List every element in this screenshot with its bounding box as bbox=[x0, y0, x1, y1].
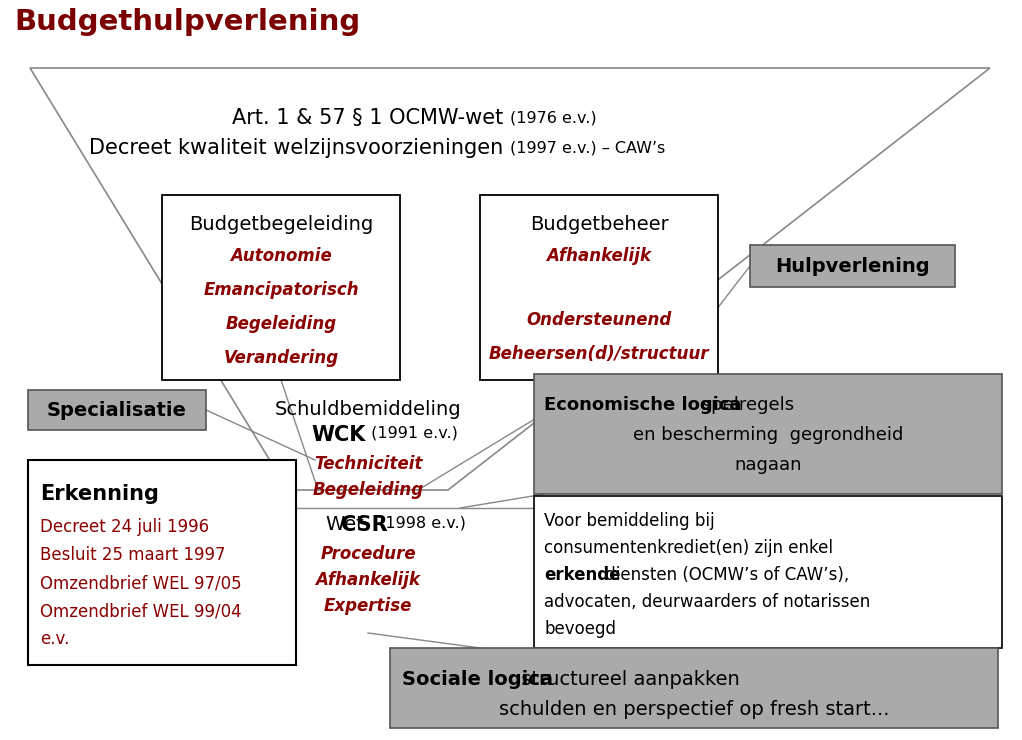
Text: Art. 1 & 57 § 1 OCMW-wet: Art. 1 & 57 § 1 OCMW-wet bbox=[232, 108, 510, 128]
Text: Verandering: Verandering bbox=[224, 349, 338, 367]
Text: Budgetbegeleiding: Budgetbegeleiding bbox=[189, 215, 373, 234]
FancyBboxPatch shape bbox=[750, 245, 955, 287]
FancyBboxPatch shape bbox=[480, 195, 718, 380]
Text: en bescherming  gegrondheid: en bescherming gegrondheid bbox=[633, 426, 903, 444]
FancyBboxPatch shape bbox=[162, 195, 400, 380]
Text: advocaten, deurwaarders of notarissen: advocaten, deurwaarders of notarissen bbox=[544, 593, 871, 611]
Text: nagaan: nagaan bbox=[734, 456, 801, 474]
Text: Beheersen(d)/structuur: Beheersen(d)/structuur bbox=[489, 345, 709, 363]
Text: Economische logica: Economische logica bbox=[544, 396, 741, 414]
Text: Sociale logica: Sociale logica bbox=[402, 670, 553, 689]
FancyBboxPatch shape bbox=[28, 390, 206, 430]
FancyBboxPatch shape bbox=[535, 496, 1002, 648]
Text: Budgethulpverlening: Budgethulpverlening bbox=[14, 8, 360, 36]
Text: Autonomie: Autonomie bbox=[230, 247, 332, 265]
FancyBboxPatch shape bbox=[28, 460, 296, 665]
Text: Decreet kwaliteit welzijnsvoorzieningen: Decreet kwaliteit welzijnsvoorzieningen bbox=[89, 138, 510, 158]
Text: Begeleiding: Begeleiding bbox=[226, 315, 336, 333]
Text: (1991 e.v.): (1991 e.v.) bbox=[366, 425, 458, 440]
FancyBboxPatch shape bbox=[390, 648, 998, 728]
Text: Besluit 25 maart 1997: Besluit 25 maart 1997 bbox=[40, 546, 226, 564]
Text: Schuldbemiddeling: Schuldbemiddeling bbox=[275, 400, 461, 419]
Text: spelregels: spelregels bbox=[696, 396, 794, 414]
Text: Voor bemiddeling bij: Voor bemiddeling bij bbox=[544, 512, 714, 530]
Text: Omzendbrief WEL 99/04: Omzendbrief WEL 99/04 bbox=[40, 602, 241, 620]
Text: Begeleiding: Begeleiding bbox=[313, 481, 423, 499]
Text: diensten (OCMW’s of CAW’s),: diensten (OCMW’s of CAW’s), bbox=[600, 566, 849, 584]
Text: CSR: CSR bbox=[341, 515, 387, 535]
Text: erkende: erkende bbox=[544, 566, 620, 584]
Text: Emancipatorisch: Emancipatorisch bbox=[203, 281, 359, 299]
Text: Decreet 24 juli 1996: Decreet 24 juli 1996 bbox=[40, 518, 210, 536]
Text: Erkenning: Erkenning bbox=[40, 484, 158, 504]
Text: consumentenkrediet(en) zijn enkel: consumentenkrediet(en) zijn enkel bbox=[544, 539, 833, 557]
FancyBboxPatch shape bbox=[535, 374, 1002, 494]
Text: (1998 e.v.): (1998 e.v.) bbox=[374, 515, 466, 530]
Text: schulden en perspectief op fresh start...: schulden en perspectief op fresh start..… bbox=[499, 700, 889, 719]
Text: Afhankelijk: Afhankelijk bbox=[547, 247, 651, 265]
Text: Budgetbeheer: Budgetbeheer bbox=[529, 215, 668, 234]
Text: bevoegd: bevoegd bbox=[544, 620, 616, 638]
Text: Procedure: Procedure bbox=[320, 545, 416, 563]
Text: Expertise: Expertise bbox=[324, 597, 412, 615]
Text: Ondersteunend: Ondersteunend bbox=[526, 311, 671, 329]
Text: WCK: WCK bbox=[312, 425, 366, 445]
Text: Wet: Wet bbox=[326, 515, 370, 534]
Text: Hulpverlening: Hulpverlening bbox=[776, 258, 930, 277]
Text: (1976 e.v.): (1976 e.v.) bbox=[510, 110, 597, 126]
Text: Omzendbrief WEL 97/05: Omzendbrief WEL 97/05 bbox=[40, 574, 241, 592]
Text: Techniciteit: Techniciteit bbox=[314, 455, 422, 473]
Text: (1997 e.v.) – CAW’s: (1997 e.v.) – CAW’s bbox=[510, 141, 665, 155]
Text: e.v.: e.v. bbox=[40, 630, 69, 648]
Text: Specialisatie: Specialisatie bbox=[47, 402, 187, 420]
Text: structureel aanpakken: structureel aanpakken bbox=[515, 670, 740, 689]
Text: Afhankelijk: Afhankelijk bbox=[316, 571, 420, 589]
